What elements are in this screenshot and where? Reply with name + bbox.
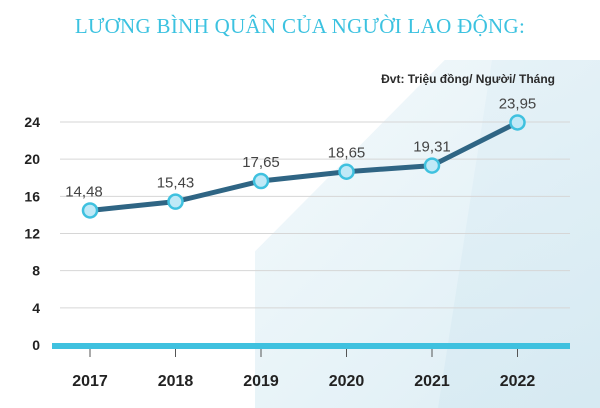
series-line — [87, 119, 520, 213]
y-tick-label: 8 — [32, 263, 40, 279]
series-line-path — [87, 119, 520, 213]
data-point — [167, 193, 184, 210]
data-point — [509, 114, 526, 131]
data-label: 17,65 — [242, 154, 280, 171]
data-label: 15,43 — [157, 175, 195, 192]
data-point — [81, 202, 99, 219]
data-label: 23,95 — [499, 95, 537, 112]
data-point — [338, 163, 355, 180]
data-labels: 14,48 15,43 17,65 18,65 19,31 23,95 — [65, 95, 536, 200]
x-tick-label: 2021 — [414, 373, 450, 390]
x-axis-ticks: 2017 2018 2019 2020 2021 2022 — [72, 349, 535, 390]
unit-label: Đvt: Triệu đồng/ Người/ Tháng — [381, 72, 555, 86]
data-label: 18,65 — [328, 145, 366, 162]
y-tick-label: 24 — [24, 114, 40, 130]
x-tick-label: 2018 — [158, 373, 194, 390]
y-tick-label: 16 — [24, 188, 40, 204]
data-point — [423, 157, 441, 174]
y-tick-label: 20 — [24, 151, 40, 167]
y-tick-label: 12 — [24, 226, 40, 242]
data-point — [252, 172, 270, 190]
x-tick-label: 2020 — [329, 373, 365, 390]
gridlines — [60, 121, 570, 309]
y-axis-ticks: 0 4 8 12 16 20 24 — [24, 114, 40, 353]
chart-title: LƯƠNG BÌNH QUÂN CỦA NGƯỜI LAO ĐỘNG: — [74, 14, 526, 38]
data-label: 14,48 — [65, 183, 103, 200]
data-label: 19,31 — [413, 139, 451, 156]
y-tick-label: 4 — [32, 300, 40, 316]
y-tick-label: 0 — [32, 337, 40, 353]
x-tick-label: 2017 — [72, 373, 108, 390]
x-tick-label: 2019 — [243, 373, 279, 390]
x-axis-line — [52, 343, 570, 349]
x-axis — [52, 343, 570, 349]
x-tick-label: 2022 — [500, 373, 536, 390]
data-markers — [81, 114, 526, 219]
